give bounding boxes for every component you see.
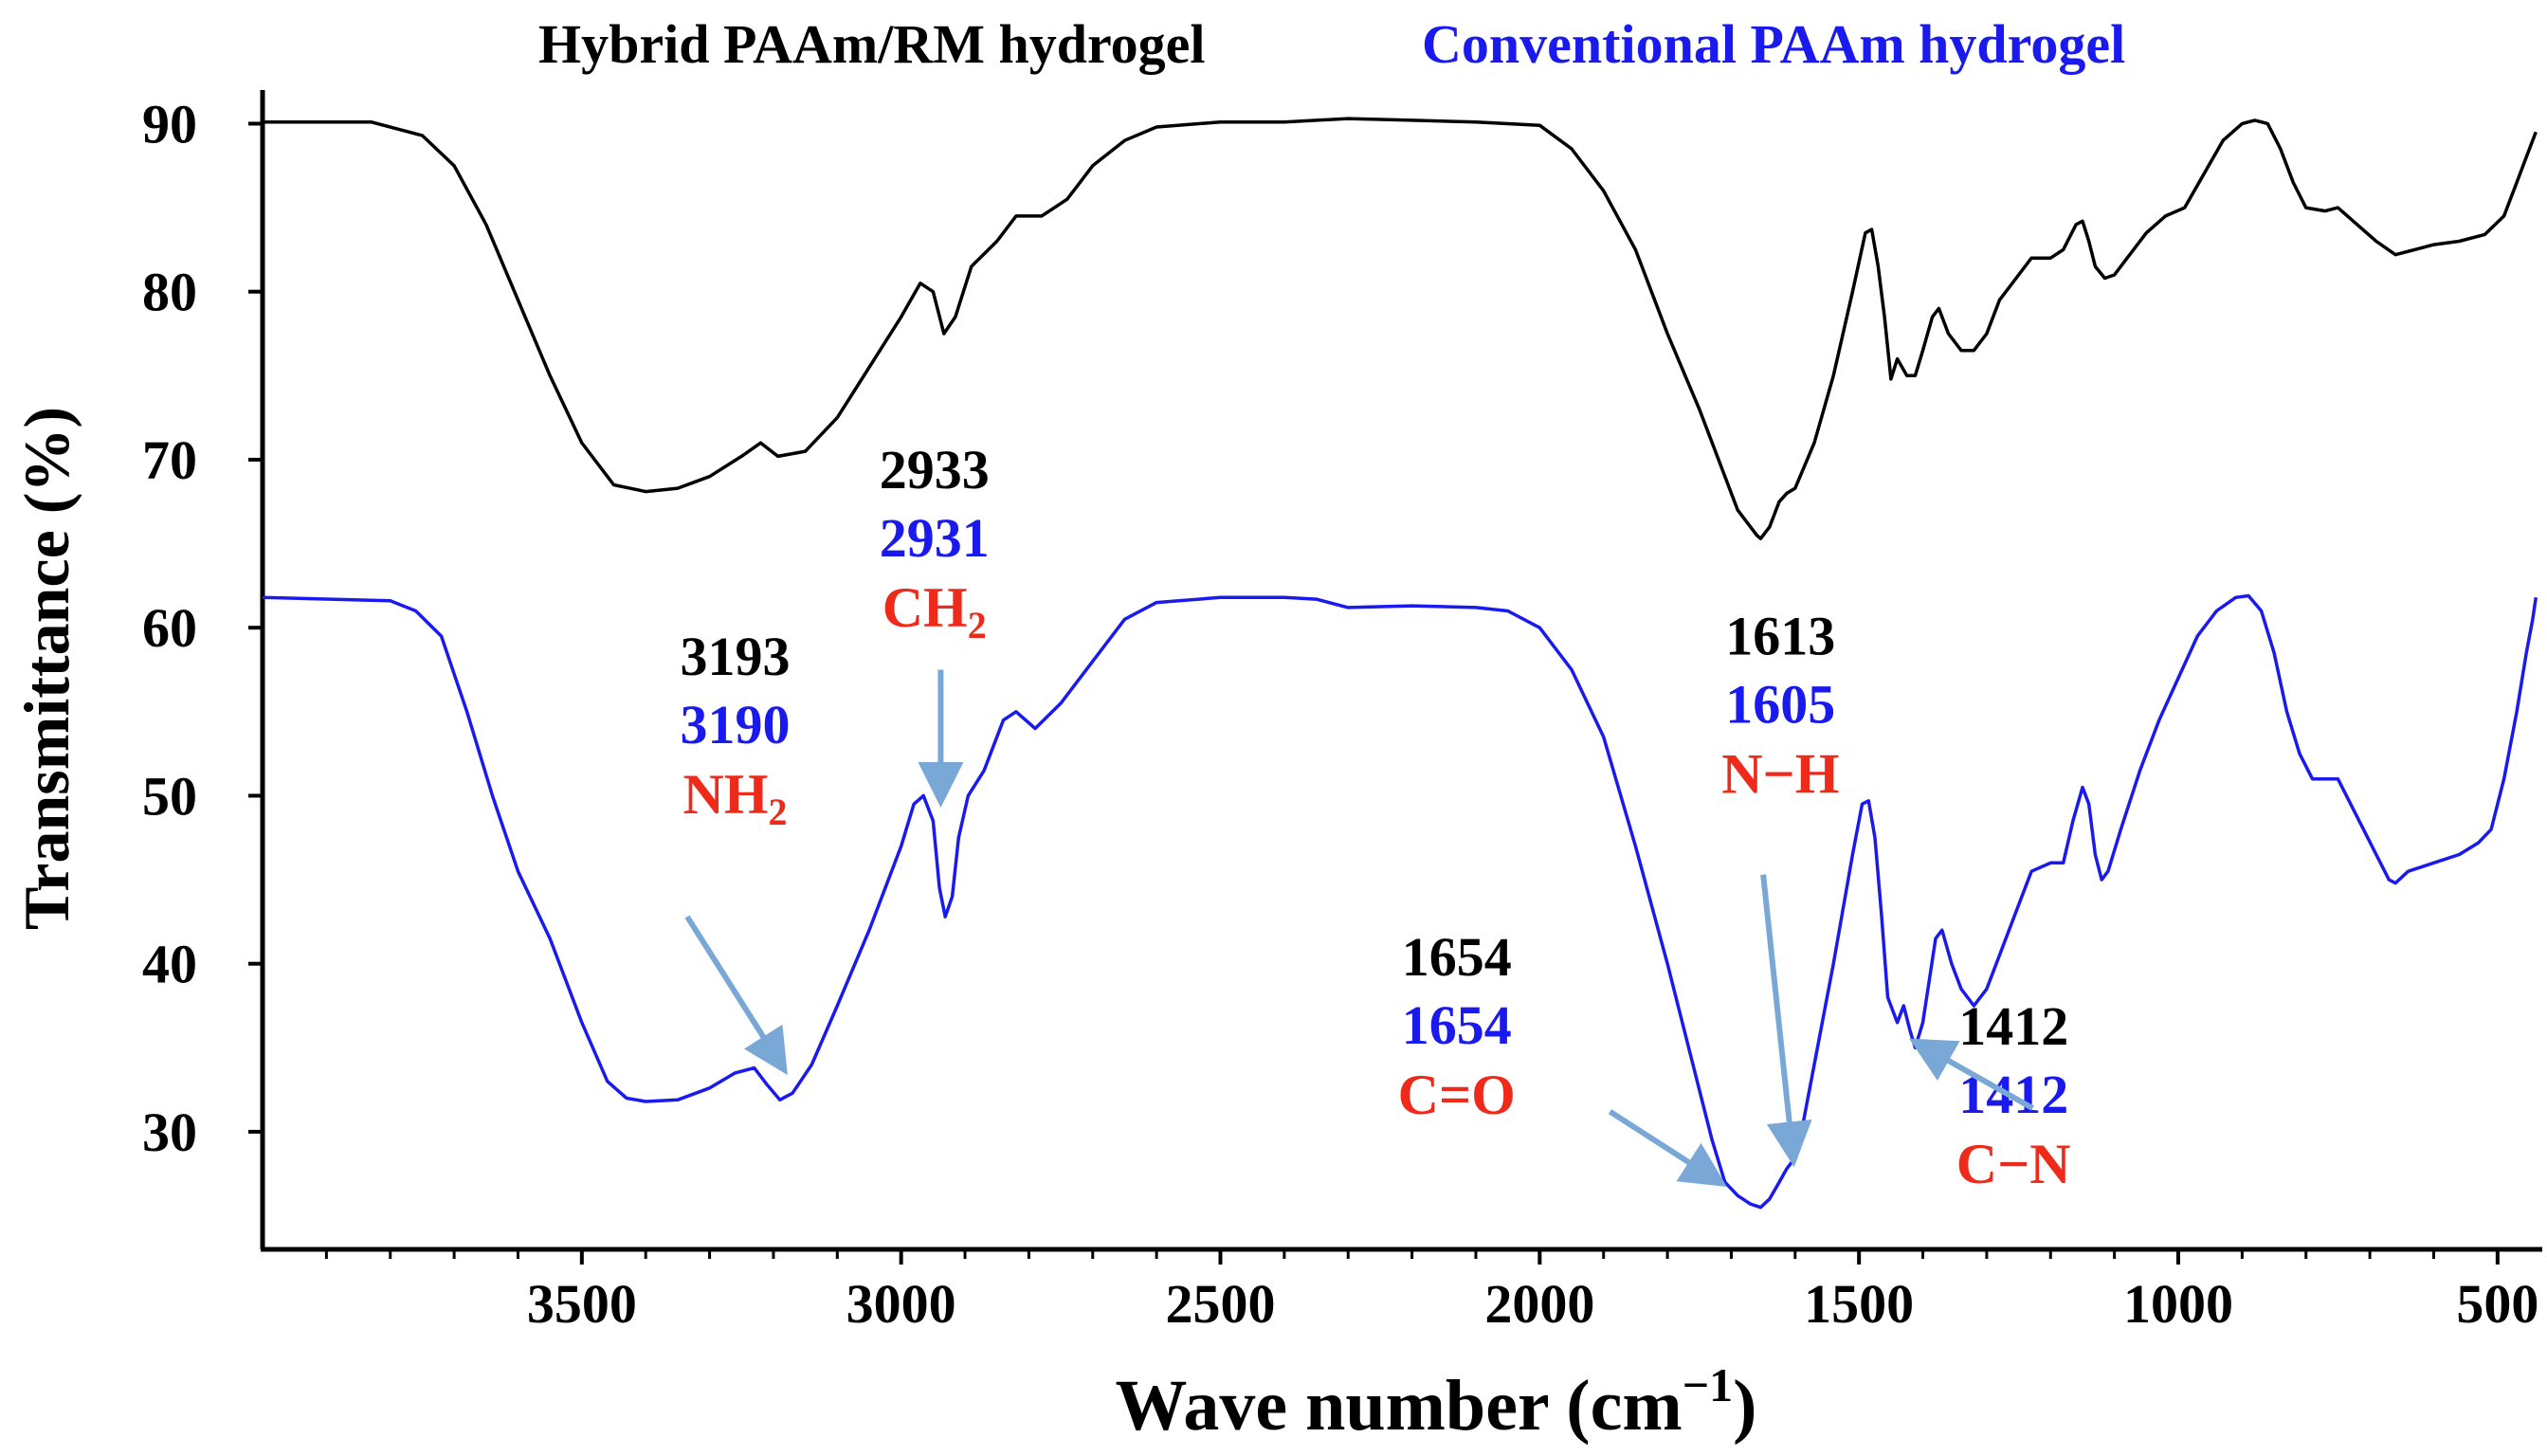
y-tick-label-50: 50 — [142, 765, 197, 827]
legend-conventional-label: Conventional PAAm hydrogel — [1422, 13, 2125, 75]
annotation-co-arrow — [1608, 1109, 1727, 1187]
annotation-nh2: 3193 3190 NH2 — [681, 626, 791, 1076]
annotation-co-conventional-value: 1654 — [1402, 994, 1512, 1056]
y-axis-label: Transmittance (%) — [10, 407, 82, 930]
x-axis-label-main: Wave number (cm — [1116, 1366, 1683, 1446]
annotation-nh-conventional-value: 1605 — [1725, 674, 1835, 736]
annotation-ch2-conventional-value: 2931 — [880, 507, 990, 569]
annotation-nh2-group-label: NH2 — [683, 763, 788, 833]
annotation-cn-arrow — [1908, 1038, 2034, 1111]
y-tick-label-70: 70 — [142, 429, 197, 491]
x-tick-label-500: 500 — [2456, 1273, 2538, 1335]
annotation-nh2-hybrid-value: 3193 — [681, 626, 791, 687]
annotation-nh: 1613 1605 N−H — [1721, 606, 1839, 1168]
annotation-nh-group: N−H — [1721, 743, 1839, 806]
annotation-ch2-hybrid-value: 2933 — [880, 439, 990, 500]
x-tick-label-2500: 2500 — [1166, 1273, 1276, 1335]
y-tick-label-60: 60 — [142, 597, 197, 659]
x-axis-label-exponent: −1 — [1683, 1358, 1734, 1411]
annotation-ch2-group-subscript: 2 — [968, 604, 987, 646]
annotation-cn-group-label: C−N — [1956, 1133, 2071, 1195]
x-tick-label-2000: 2000 — [1484, 1273, 1594, 1335]
y-tick-label-40: 40 — [142, 934, 197, 995]
y-axis-ticks: 30 40 50 60 70 80 90 — [142, 93, 263, 1163]
x-tick-label-3500: 3500 — [527, 1273, 637, 1335]
annotation-cn-group: C−N — [1956, 1133, 2071, 1195]
annotation-ch2-group: CH — [882, 576, 968, 639]
annotation-nh-hybrid-value: 1613 — [1725, 606, 1835, 667]
x-axis-ticks: 3500 3000 2500 2000 1500 1000 500 — [324, 1249, 2538, 1335]
annotation-cn-hybrid-value: 1412 — [1958, 995, 2068, 1057]
y-tick-label-80: 80 — [142, 262, 197, 323]
annotation-nh-group-label: N−H — [1721, 743, 1839, 806]
annotation-nh2-group: NH — [683, 763, 769, 826]
annotation-nh2-arrow — [684, 915, 788, 1076]
y-tick-label-30: 30 — [142, 1101, 197, 1163]
annotation-co-group: C=O — [1398, 1064, 1516, 1126]
annotation-co-group-label: C=O — [1398, 1064, 1516, 1126]
annotation-nh2-conventional-value: 3190 — [681, 694, 791, 755]
x-tick-label-3000: 3000 — [846, 1273, 956, 1335]
annotation-nh2-group-subscript: 2 — [769, 791, 788, 833]
annotation-ch2-group-label: CH2 — [882, 576, 987, 646]
annotation-nh-arrow — [1760, 874, 1812, 1168]
x-axis-label: Wave number (cm−1) — [1116, 1358, 1757, 1446]
annotation-ch2: 2933 2931 CH2 — [880, 439, 990, 808]
x-tick-label-1500: 1500 — [1804, 1273, 1914, 1335]
x-tick-label-1000: 1000 — [2123, 1273, 2233, 1335]
legend-hybrid-label: Hybrid PAAm/RM hydrogel — [538, 13, 1206, 75]
annotation-co-hybrid-value: 1654 — [1402, 926, 1512, 988]
series-hybrid-line — [263, 117, 2538, 540]
x-axis-label-close: ) — [1733, 1366, 1756, 1446]
y-tick-label-90: 90 — [142, 93, 197, 155]
